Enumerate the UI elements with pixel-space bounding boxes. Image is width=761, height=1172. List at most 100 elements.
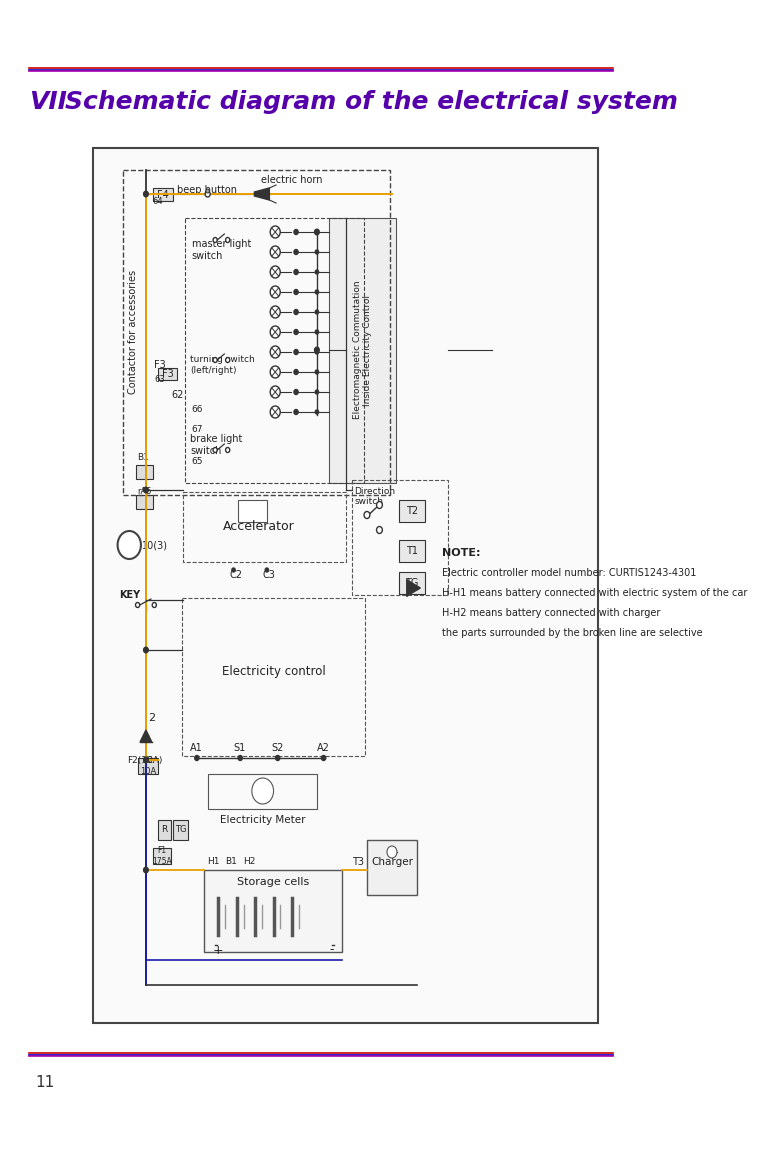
Bar [174,820,189,840]
Text: 67: 67 [192,425,203,435]
Polygon shape [407,580,420,597]
Text: S1: S1 [234,743,246,752]
Circle shape [270,306,280,318]
Bar [185,218,365,483]
Text: rA5: rA5 [138,488,152,497]
Bar [138,758,158,774]
Circle shape [206,189,209,193]
Circle shape [213,448,217,452]
Polygon shape [254,188,269,200]
Bar [399,540,425,563]
Text: H1: H1 [207,858,219,866]
Bar [136,465,153,479]
Text: Direction
switch: Direction switch [355,488,396,506]
Text: S2: S2 [271,743,283,752]
Circle shape [315,270,319,274]
Bar [399,500,425,522]
Circle shape [315,390,319,394]
Bar [352,481,447,595]
Text: electric horn: electric horn [261,175,323,185]
Bar [209,774,317,809]
Bar [123,170,390,495]
Bar [94,148,598,1023]
Circle shape [270,386,280,398]
Circle shape [213,357,217,362]
Text: 2: 2 [148,713,155,723]
Bar [330,218,396,483]
Text: TG: TG [175,825,186,834]
Circle shape [135,602,140,607]
Text: H-H1 means battery connected with electric system of the car: H-H1 means battery connected with electr… [442,588,747,598]
Text: 64: 64 [153,198,164,206]
Text: Contactor for accessories: Contactor for accessories [129,270,139,394]
Circle shape [315,311,319,314]
Text: 63: 63 [154,375,165,384]
Circle shape [195,756,199,761]
Text: 11: 11 [35,1075,54,1090]
Circle shape [294,329,298,334]
Circle shape [152,602,156,607]
Text: B1: B1 [225,858,237,866]
Text: H2: H2 [244,858,256,866]
Text: F2(10A): F2(10A) [128,756,163,764]
Circle shape [265,568,269,572]
Text: F3: F3 [162,369,174,379]
Circle shape [294,270,298,274]
Text: the parts surrounded by the broken line are selective: the parts surrounded by the broken line … [442,628,702,638]
Text: F1
175A: F1 175A [152,846,172,866]
Bar [158,368,177,380]
Bar [182,598,365,756]
Text: C2: C2 [229,570,242,580]
Text: Electromagnetic Commutation
Inside Electricity Control: Electromagnetic Commutation Inside Elect… [353,280,372,420]
Text: brake light
switch: brake light switch [190,434,243,456]
Text: F3: F3 [154,360,166,370]
Text: A1: A1 [190,743,203,752]
Circle shape [294,309,298,314]
Bar [153,188,174,202]
Circle shape [270,366,280,379]
Text: B1: B1 [138,454,149,463]
Text: 65: 65 [192,457,203,466]
Circle shape [387,846,397,858]
Text: T2: T2 [406,506,418,516]
Circle shape [270,346,280,357]
Text: NOTE:: NOTE: [442,548,480,558]
Circle shape [364,511,370,518]
Text: C3: C3 [263,570,275,580]
Circle shape [213,238,217,243]
Circle shape [118,531,141,559]
Text: ☉: ☉ [256,784,269,798]
Circle shape [205,191,210,197]
Text: R: R [161,825,168,834]
Text: Electricity control: Electricity control [221,666,326,679]
Text: Accelerator: Accelerator [223,520,295,533]
Circle shape [294,369,298,375]
Circle shape [238,756,242,761]
Circle shape [252,778,273,804]
Circle shape [275,756,280,761]
Circle shape [270,286,280,298]
Text: 10(3): 10(3) [142,540,167,550]
Text: B: B [124,538,135,552]
Circle shape [270,406,280,418]
Circle shape [315,331,319,334]
Circle shape [270,226,280,238]
Circle shape [294,289,298,294]
Circle shape [144,757,148,763]
Text: beep button: beep button [177,185,237,195]
Text: H-H2 means battery connected with charger: H-H2 means battery connected with charge… [442,608,661,618]
Circle shape [294,250,298,254]
Text: Charger: Charger [371,857,413,867]
Text: +: + [212,943,223,956]
Bar [136,495,153,509]
Circle shape [270,246,280,258]
Circle shape [315,250,319,254]
Bar [153,849,171,864]
Text: 66: 66 [192,406,203,415]
Text: -: - [330,943,334,956]
Text: F2
10A: F2 10A [140,756,156,776]
Bar [237,500,267,522]
Circle shape [225,238,230,243]
Circle shape [314,347,320,353]
Text: Electricity Meter: Electricity Meter [220,815,305,825]
